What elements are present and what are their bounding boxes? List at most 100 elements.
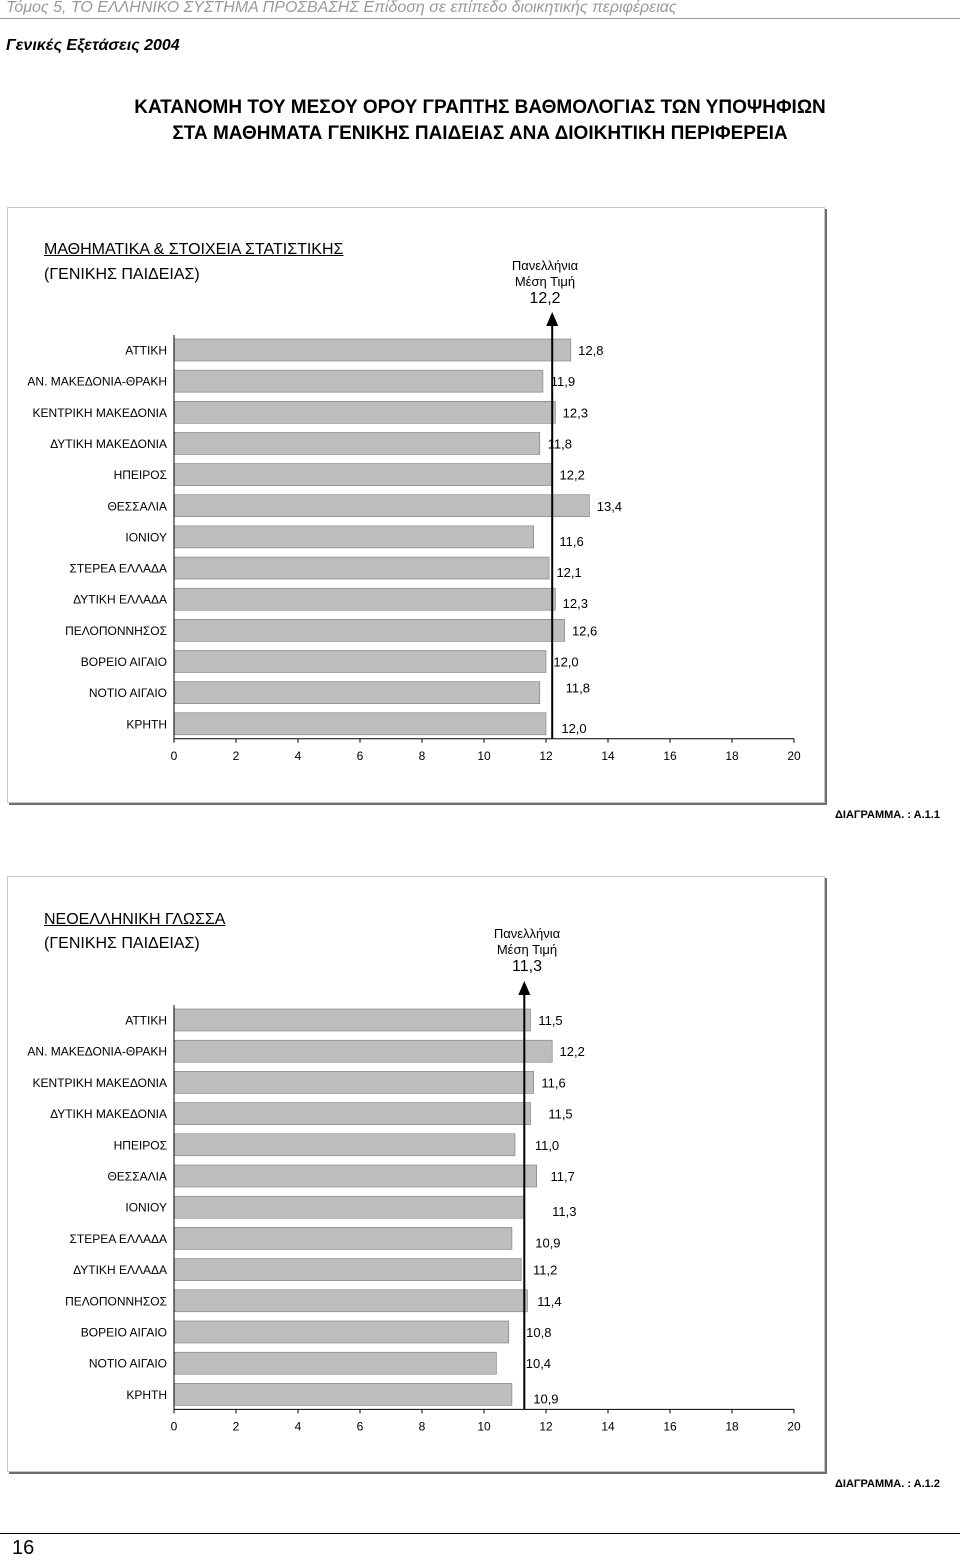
chart-2-bar: [173, 1195, 525, 1219]
chart-1-value-label: 12,0: [553, 655, 578, 670]
running-header-bar: Τόμος 5, ΤΟ ΕΛΛΗΝΙΚΟ ΣΥΣΤΗΜΑ ΠΡΟΣΒΑΣΗΣ Ε…: [0, 0, 960, 19]
chart-1-x-tick-label: 4: [295, 749, 302, 763]
chart-2-category-label: ΠΕΛΟΠΟΝΝΗΣΟΣ: [65, 1294, 167, 1308]
chart-1-category-label: ΑΤΤΙΚΗ: [125, 344, 167, 358]
chart-1-x-tick-label: 8: [419, 749, 426, 763]
chart-2-mean-annotation: Πανελλήνια Μέση Τιμή 11,3: [467, 926, 587, 975]
chart-2-x-tick-label: 10: [477, 1419, 491, 1433]
chart-2-value-label: 10,9: [533, 1391, 558, 1406]
chart-2-x-tick-label: 0: [171, 1419, 178, 1433]
chart-1-category-label: ΒΟΡΕΙΟ ΑΙΓΑΙΟ: [81, 655, 167, 669]
chart-2-x-tick-label: 8: [419, 1419, 426, 1433]
chart-2-value-label: 11,5: [548, 1107, 572, 1122]
chart-1-value-label: 12,8: [578, 343, 603, 358]
chart-2-mean-label-2: Μέση Τιμή: [496, 942, 558, 957]
running-header-title: Τόμος 5, ΤΟ ΕΛΛΗΝΙΚΟ ΣΥΣΤΗΜΑ ΠΡΟΣΒΑΣΗΣ Ε…: [6, 0, 677, 16]
chart-1-value-label: 12,3: [563, 405, 588, 420]
chart-2-category-label: ΙΟΝΙΟΥ: [125, 1201, 167, 1215]
chart-2-x-tick-label: 6: [357, 1419, 364, 1433]
chart-2-value-label: 10,9: [535, 1235, 560, 1250]
chart-1-category-label: ΗΠΕΙΡΟΣ: [114, 468, 167, 482]
chart-2-subtitle: (ΓΕΝΙΚΗΣ ΠΑΙΔΕΙΑΣ): [44, 935, 200, 952]
chart-2-value-label: 11,3: [552, 1204, 576, 1219]
page-number: 16: [12, 1537, 35, 1559]
chart-1-x-tick-label: 16: [663, 749, 677, 763]
chart-2-value-label: 11,5: [538, 1013, 562, 1028]
chart-2-x-tick-label: 4: [295, 1419, 302, 1433]
chart-2-value-label: 11,7: [551, 1169, 575, 1184]
chart-1-x-tick-label: 20: [787, 749, 801, 763]
chart-2-category-label: ΚΡΗΤΗ: [126, 1388, 167, 1402]
chart-1-value-label: 12,6: [572, 623, 597, 638]
chart-2-category-label: ΑΤΤΙΚΗ: [125, 1014, 167, 1028]
chart-2-category-label: ΑΝ. ΜΑΚΕΔΟΝΙΑ-ΘΡΑΚΗ: [27, 1045, 167, 1059]
chart-2-mean-value: 11,3: [512, 958, 542, 975]
chart-2-bar: [173, 1133, 516, 1157]
chart-2-bar: [173, 1258, 522, 1281]
chart-1-mean-arrow-icon: [546, 312, 559, 326]
chart-2-title: ΝΕΟΕΛΛΗΝΙΚΗ ΓΛΩΣΣΑ: [44, 911, 226, 928]
chart-1-category-label: ΠΕΛΟΠΟΝΝΗΣΟΣ: [65, 624, 167, 638]
exam-subtitle: Γενικές Εξετάσεις 2004: [6, 37, 180, 54]
chart-2-category-label: ΘΕΣΣΑΛΙΑ: [107, 1170, 167, 1184]
chart-1-category-label: ΔΥΤΙΚΗ ΜΑΚΕΔΟΝΙΑ: [50, 437, 167, 451]
chart-2-category-label: ΔΥΤΙΚΗ ΕΛΛΑΔΑ: [73, 1263, 167, 1277]
chart-2-bar: [173, 1383, 513, 1406]
chart-1-category-label: ΙΟΝΙΟΥ: [125, 530, 167, 544]
chart-1-caption: ΔΙΑΓΡΑΜΜΑ. : Α.1.1: [835, 809, 940, 821]
chart-1-category-label: ΚΡΗΤΗ: [126, 717, 167, 731]
chart-1-value-label: 12,3: [563, 596, 588, 611]
chart-2-value-label: 10,4: [526, 1356, 551, 1371]
chart-2-mean-arrow-icon: [518, 981, 531, 995]
chart-2-x-tick-label: 16: [663, 1419, 677, 1433]
chart-2-category-label: ΣΤΕΡΕΑ ΕΛΛΑΔΑ: [70, 1232, 168, 1246]
chart-1-value-label: 12,2: [560, 468, 585, 483]
chart-2-category-label: ΗΠΕΙΡΟΣ: [114, 1138, 167, 1152]
chart-1-category-label: ΚΕΝΤΡΙΚΗ ΜΑΚΕΔΟΝΙΑ: [33, 406, 167, 420]
chart-2-value-label: 12,2: [560, 1044, 585, 1059]
chart-2-bar: [173, 1164, 538, 1188]
chart-1-value-label: 13,4: [597, 499, 622, 514]
chart-2-bar: [173, 1008, 531, 1032]
chart-2-x-tick-label: 14: [601, 1419, 615, 1433]
chart-1-category-label: ΝΟΤΙΟ ΑΙΓΑΙΟ: [89, 686, 167, 700]
chart-2-value-label: 10,8: [526, 1325, 551, 1340]
chart-1-title: ΜΑΘΗΜΑΤΙΚΑ & ΣΤΟΙΧΕΙΑ ΣΤΑΤΙΣΤΙΚΗΣ: [44, 241, 344, 258]
page-title-line-1: ΚΑΤΑΝΟΜΗ ΤΟΥ ΜΕΣΟΥ ΟΡΟΥ ΓΡΑΠΤΗΣ ΒΑΘΜΟΛΟΓ…: [134, 97, 826, 118]
chart-1-category-label: ΘΕΣΣΑΛΙΑ: [107, 499, 167, 513]
footer-rule: [0, 1533, 960, 1534]
chart-1-x-tick-label: 6: [357, 749, 364, 763]
chart-1-subtitle: (ΓΕΝΙΚΗΣ ΠΑΙΔΕΙΑΣ): [44, 266, 200, 283]
chart-2-bar: [173, 1289, 528, 1313]
page-title-line-2: ΣΤΑ ΜΑΘΗΜΑΤΑ ΓΕΝΙΚΗΣ ΠΑΙΔΕΙΑΣ ΑΝΑ ΔΙΟΙΚΗ…: [172, 123, 788, 144]
chart-2-x-tick-label: 18: [725, 1419, 739, 1433]
chart-1-mean-label-2: Μέση Τιμή: [514, 274, 576, 289]
chart-1-value-label: 11,6: [559, 534, 583, 549]
chart-2-bar: [173, 1102, 531, 1125]
chart-2-category-label: ΚΕΝΤΡΙΚΗ ΜΑΚΕΔΟΝΙΑ: [33, 1076, 167, 1090]
chart-2-value-label: 11,2: [533, 1263, 557, 1278]
chart-1-value-label: 11,8: [566, 681, 590, 696]
chart-2-category-label: ΔΥΤΙΚΗ ΜΑΚΕΔΟΝΙΑ: [50, 1107, 167, 1121]
chart-2-bar: [173, 1071, 534, 1094]
chart-2-mean-label-1: Πανελλήνια: [493, 926, 561, 941]
chart-2-value-label: 11,0: [535, 1138, 559, 1153]
chart-1-category-label: ΣΤΕΡΕΑ ΕΛΛΑΔΑ: [70, 562, 168, 576]
chart-2-bar: [173, 1351, 497, 1375]
chart-1-x-tick-label: 0: [171, 749, 178, 763]
chart-1-value-label: 12,0: [561, 721, 586, 736]
chart-1-x-tick-label: 18: [725, 749, 739, 763]
chart-1-value-label: 11,8: [548, 436, 572, 451]
chart-1-mean-annotation: Πανελλήνια Μέση Τιμή 12,2: [485, 258, 605, 307]
chart-1-x-tick-label: 2: [233, 749, 240, 763]
chart-2-x-tick-label: 20: [787, 1419, 801, 1433]
chart-1-mean-value: 12,2: [529, 290, 561, 307]
chart-2-bar: [173, 1039, 553, 1063]
chart-2-category-label: ΒΟΡΕΙΟ ΑΙΓΑΙΟ: [81, 1326, 167, 1340]
chart-2-bar: [173, 1227, 513, 1250]
chart-2-category-label: ΝΟΤΙΟ ΑΙΓΑΙΟ: [89, 1357, 167, 1371]
chart-2-bar: [173, 1320, 510, 1344]
chart-1-category-label: ΑΝ. ΜΑΚΕΔΟΝΙΑ-ΘΡΑΚΗ: [27, 375, 167, 389]
